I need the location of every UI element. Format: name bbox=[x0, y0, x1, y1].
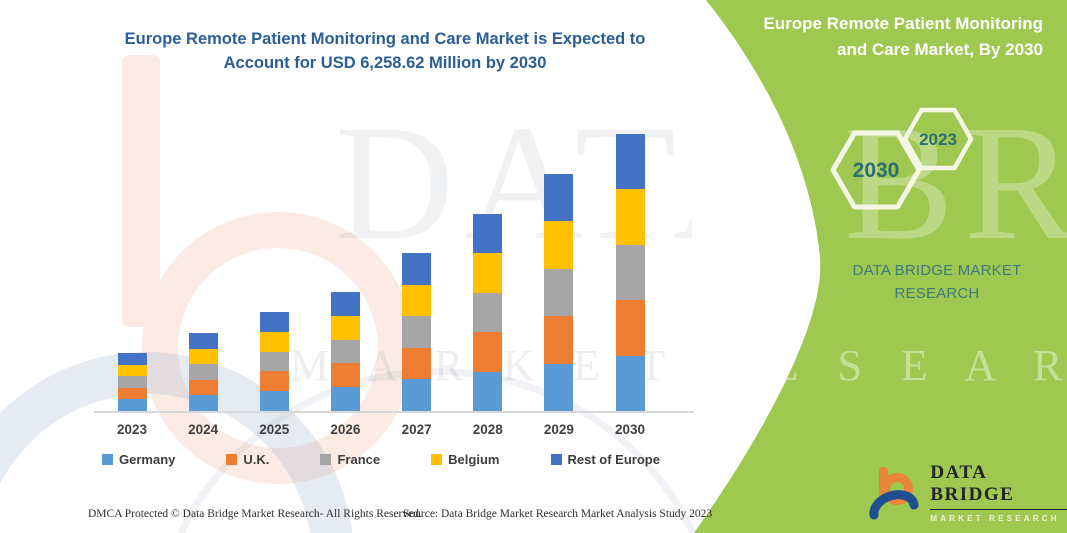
legend-item-germany: Germany bbox=[102, 452, 175, 467]
databridge-logo: DATA BRIDGE MARKET RESEARCH bbox=[868, 462, 1067, 523]
bar-segment-2026-rest-of-europe bbox=[331, 292, 360, 316]
bar-segment-2023-rest-of-europe bbox=[117, 353, 147, 365]
bar-segment-2030-belgium bbox=[615, 189, 645, 245]
banner-org-name: DATA BRIDGE MARKET RESEARCH bbox=[852, 262, 1022, 303]
bar-segment-2030-u-k- bbox=[615, 300, 645, 356]
x-axis-label-2029: 2029 bbox=[543, 422, 574, 437]
bar-segment-2028-u-k- bbox=[473, 332, 503, 372]
databridge-logo-mark bbox=[869, 466, 919, 519]
legend-item-belgium: Belgium bbox=[431, 452, 499, 467]
bar-segment-2028-france bbox=[473, 293, 503, 332]
footer-dmca: DMCA Protected © Data Bridge Market Rese… bbox=[88, 508, 422, 520]
bar-segment-2030-germany bbox=[615, 356, 645, 411]
bar-segment-2026-germany bbox=[331, 387, 360, 411]
bar-segment-2024-rest-of-europe bbox=[188, 333, 218, 349]
legend-label: U.K. bbox=[243, 452, 270, 467]
x-axis-line bbox=[94, 411, 694, 413]
bar-segment-2026-u-k- bbox=[331, 363, 360, 387]
chart-legend: Germany U.K. France Belgium Rest of Europe bbox=[102, 452, 660, 467]
bar-segment-2027-germany bbox=[402, 379, 432, 411]
bar-segment-2023-germany bbox=[117, 399, 147, 411]
bar-segment-2026-france bbox=[331, 340, 360, 363]
hexagon-badges: 2030 2023 bbox=[830, 107, 974, 210]
bar-segment-2026-belgium bbox=[331, 316, 360, 340]
bar-segment-2027-france bbox=[402, 316, 432, 348]
bar-segment-2023-u-k- bbox=[117, 388, 147, 399]
databridge-logo-text: DATA BRIDGE MARKET RESEARCH bbox=[930, 462, 1067, 523]
legend-label: Belgium bbox=[448, 452, 500, 467]
bar-segment-2027-u-k- bbox=[402, 348, 432, 379]
bar-segment-2025-u-k- bbox=[259, 371, 289, 391]
bar-segment-2024-belgium bbox=[188, 349, 218, 364]
bar-segment-2024-germany bbox=[188, 395, 218, 411]
legend-label: Rest of Europe bbox=[567, 452, 660, 467]
x-axis-label-2024: 2024 bbox=[188, 422, 219, 437]
bar-segment-2028-belgium bbox=[473, 253, 503, 293]
legend-swatch bbox=[431, 454, 443, 465]
chart-title: Europe Remote Patient Monitoring and Car… bbox=[85, 28, 685, 76]
bar-segment-2029-u-k- bbox=[544, 316, 574, 364]
bar-segment-2028-rest-of-europe bbox=[473, 214, 503, 253]
bar-segment-2023-france bbox=[117, 376, 147, 388]
bar-segment-2024-u-k- bbox=[188, 380, 218, 395]
bar-segment-2023-belgium bbox=[117, 365, 147, 376]
bar-segment-2025-france bbox=[259, 352, 289, 371]
legend-swatch bbox=[550, 454, 562, 465]
bar-segment-2027-belgium bbox=[402, 285, 432, 316]
bar-segment-2029-rest-of-europe bbox=[544, 174, 574, 221]
bar-segment-2029-germany bbox=[544, 364, 574, 411]
hexagon-2023-label: 2023 bbox=[919, 130, 957, 149]
bar-segment-2025-rest-of-europe bbox=[259, 312, 289, 332]
footer-source: Source: Data Bridge Market Research Mark… bbox=[403, 508, 713, 520]
x-axis-label-2025: 2025 bbox=[259, 422, 290, 437]
bar-segment-2025-germany bbox=[259, 391, 289, 411]
hexagon-2030 bbox=[830, 130, 922, 210]
legend-item-u-k-: U.K. bbox=[226, 452, 269, 467]
legend-swatch bbox=[102, 454, 113, 465]
bar-segment-2027-rest-of-europe bbox=[402, 253, 432, 285]
bar-segment-2025-belgium bbox=[259, 332, 289, 352]
x-axis-label-2030: 2030 bbox=[615, 422, 646, 437]
chart-title-line1: Europe Remote Patient Monitoring and Car… bbox=[124, 30, 646, 48]
legend-swatch bbox=[320, 454, 332, 465]
x-axis-label-2028: 2028 bbox=[472, 422, 503, 437]
bar-segment-2030-rest-of-europe bbox=[615, 134, 645, 189]
x-axis-label-2023: 2023 bbox=[116, 422, 148, 437]
banner-title: Europe Remote Patient Monitoring and Car… bbox=[763, 14, 1043, 59]
legend-swatch bbox=[226, 454, 238, 465]
legend-item-rest-of-europe: Rest of Europe bbox=[550, 452, 660, 467]
bar-segment-2024-france bbox=[188, 364, 218, 380]
legend-label: Germany bbox=[119, 452, 176, 467]
hexagon-2030-label: 2030 bbox=[853, 159, 900, 182]
x-axis-label-2027: 2027 bbox=[401, 422, 432, 437]
bar-segment-2029-france bbox=[544, 269, 574, 316]
logo-name: DATA BRIDGE bbox=[930, 462, 1067, 510]
legend-item-france: France bbox=[320, 452, 380, 467]
bar-segment-2030-france bbox=[615, 245, 645, 300]
x-axis-label-2026: 2026 bbox=[330, 422, 361, 437]
legend-label: France bbox=[337, 452, 381, 467]
bar-segment-2028-germany bbox=[473, 372, 503, 411]
logo-tagline: MARKET RESEARCH bbox=[930, 514, 1060, 523]
bar-segment-2029-belgium bbox=[544, 221, 574, 269]
chart-title-line2: Account for USD 6,258.62 Million by 2030 bbox=[223, 53, 547, 72]
hexagon-2023 bbox=[902, 107, 974, 171]
